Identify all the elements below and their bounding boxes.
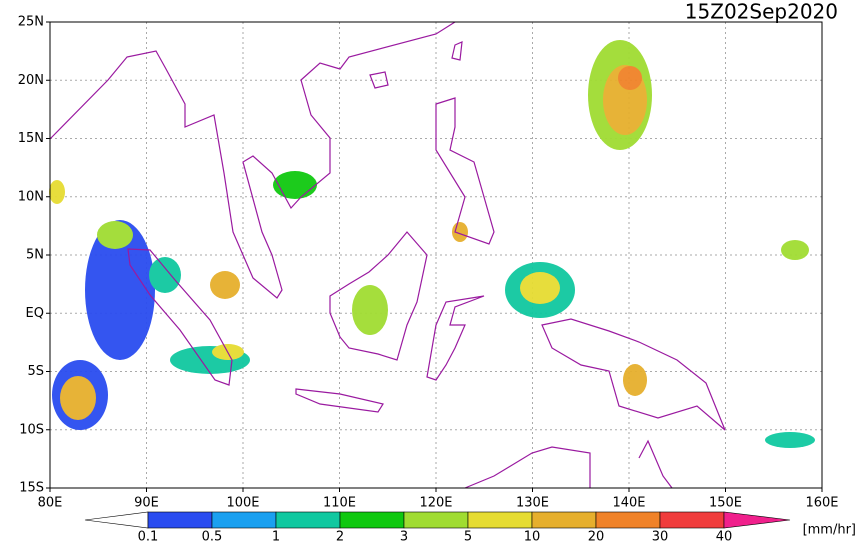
colorbar-arrow bbox=[84, 511, 149, 529]
colorbar-box bbox=[403, 511, 469, 529]
rain-area bbox=[352, 285, 388, 335]
colorbar-box bbox=[659, 511, 725, 529]
colorbar-label: 0.1 bbox=[138, 530, 159, 545]
colorbar-label: 40 bbox=[716, 530, 733, 545]
rain-area bbox=[623, 364, 647, 396]
colorbar-box bbox=[467, 511, 533, 529]
rain-area bbox=[781, 240, 809, 260]
rain-area bbox=[520, 272, 560, 304]
precip-areas bbox=[49, 40, 815, 448]
lat-tick-label: 15S bbox=[19, 481, 44, 496]
rain-area bbox=[49, 180, 65, 204]
rain-area bbox=[85, 220, 155, 360]
rain-area bbox=[149, 257, 181, 293]
colorbar-label: 20 bbox=[588, 530, 605, 545]
colorbar-box bbox=[147, 511, 213, 529]
coastline bbox=[49, 21, 456, 299]
colorbar-box bbox=[531, 511, 597, 529]
colorbar: 0.1 0.5 1 2 3 5 10 20 30 40 [mm/hr] bbox=[84, 511, 856, 545]
lat-tick-label: 25N bbox=[18, 15, 44, 30]
colorbar-arrow bbox=[723, 511, 791, 529]
axes: 80E 90E 100E 110E 120E 130E 140E 150E 160E 25N 20N… bbox=[18, 15, 839, 511]
lon-tick-label: 130E bbox=[516, 496, 549, 511]
rain-area bbox=[618, 66, 642, 90]
coastline bbox=[426, 295, 485, 381]
lon-tick-label: 80E bbox=[38, 496, 63, 511]
colorbar-unit: [mm/hr] bbox=[803, 523, 856, 538]
colorbar-label: 30 bbox=[652, 530, 669, 545]
lon-tick-label: 110E bbox=[323, 496, 356, 511]
coastline bbox=[329, 231, 428, 361]
colorbar-box bbox=[595, 511, 661, 529]
colorbar-label: 5 bbox=[464, 530, 472, 545]
coastline bbox=[541, 318, 726, 431]
coastline bbox=[464, 439, 673, 489]
rain-area bbox=[97, 221, 133, 249]
lat-tick-label: 10S bbox=[19, 422, 44, 437]
colorbar-label: 0.5 bbox=[202, 530, 223, 545]
colorbar-label: 10 bbox=[524, 530, 541, 545]
colorbar-box bbox=[211, 511, 277, 529]
colorbar-box bbox=[339, 511, 405, 529]
coastline bbox=[127, 248, 233, 386]
coastlines bbox=[49, 21, 726, 489]
rain-area bbox=[273, 171, 317, 199]
lat-tick-label: EQ bbox=[26, 306, 44, 321]
lat-tick-label: 5N bbox=[26, 248, 44, 263]
rain-area bbox=[60, 376, 96, 420]
colorbar-label: 1 bbox=[272, 530, 280, 545]
lat-tick-label: 20N bbox=[18, 73, 44, 88]
lon-tick-label: 160E bbox=[805, 496, 838, 511]
lon-tick-label: 100E bbox=[226, 496, 259, 511]
colorbar-box bbox=[275, 511, 341, 529]
rain-area bbox=[765, 432, 815, 448]
rain-area bbox=[210, 271, 240, 299]
colorbar-label: 2 bbox=[336, 530, 344, 545]
map-title: 15Z02Sep2020 bbox=[685, 0, 838, 24]
lon-tick-label: 120E bbox=[419, 496, 452, 511]
lon-tick-label: 140E bbox=[612, 496, 645, 511]
coastline bbox=[369, 41, 463, 89]
lon-tick-label: 90E bbox=[134, 496, 159, 511]
lat-tick-label: 10N bbox=[18, 189, 44, 204]
coastline bbox=[295, 388, 384, 413]
colorbar-label: 3 bbox=[400, 530, 408, 545]
lat-tick-label: 5S bbox=[27, 364, 44, 379]
grid bbox=[49, 21, 823, 489]
lon-tick-label: 150E bbox=[709, 496, 742, 511]
lat-tick-label: 15N bbox=[18, 131, 44, 146]
coastline bbox=[435, 97, 495, 245]
